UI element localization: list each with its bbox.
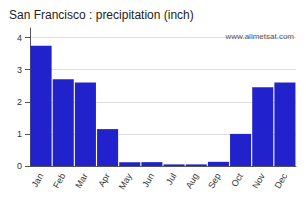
svg-text:Jan: Jan xyxy=(30,171,46,189)
svg-text:4: 4 xyxy=(17,33,22,43)
svg-text:0: 0 xyxy=(17,161,22,171)
svg-text:Mar: Mar xyxy=(73,171,89,189)
svg-text:www.allmetsat.com: www.allmetsat.com xyxy=(225,32,295,41)
svg-text:Dec: Dec xyxy=(273,171,290,190)
svg-text:1: 1 xyxy=(17,129,22,139)
svg-text:3: 3 xyxy=(17,65,22,75)
svg-text:San Francisco : precipitation: San Francisco : precipitation (inch) xyxy=(9,8,194,22)
svg-text:Jun: Jun xyxy=(140,171,156,189)
svg-text:2: 2 xyxy=(17,97,22,107)
svg-text:Aug: Aug xyxy=(184,171,201,190)
svg-text:Oct: Oct xyxy=(229,171,245,189)
svg-text:Jul: Jul xyxy=(164,171,178,186)
svg-text:Feb: Feb xyxy=(51,171,67,189)
svg-text:May: May xyxy=(117,171,134,191)
svg-text:Apr: Apr xyxy=(96,171,112,188)
svg-text:Sep: Sep xyxy=(206,171,223,190)
svg-text:Nov: Nov xyxy=(250,171,267,190)
